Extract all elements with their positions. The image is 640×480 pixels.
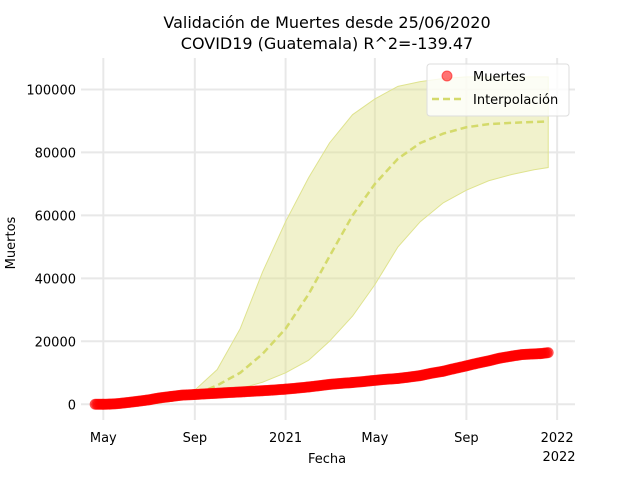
legend-box — [426, 63, 570, 117]
x-axis-offset-label: 2022 — [542, 450, 575, 465]
death-point — [542, 347, 554, 359]
interpolation-confidence-band — [144, 76, 549, 405]
legend-label-interpolation: Interpolación — [473, 93, 558, 108]
legend-label-deaths: Muertes — [473, 70, 526, 85]
deaths-series — [89, 347, 554, 410]
x-tick-label: Sep — [454, 431, 479, 446]
x-tick-label: 2022 — [541, 431, 574, 446]
y-axis-ticks: 0 20000 40000 60000 80000 100000 — [26, 83, 76, 413]
x-axis-label: Fecha — [308, 452, 346, 467]
interpolation-band — [144, 76, 549, 405]
y-axis-label: Muertos — [4, 216, 19, 269]
x-tick-label: 2021 — [269, 431, 302, 446]
x-tick-label: May — [90, 431, 117, 446]
y-tick-label: 60000 — [35, 209, 76, 224]
y-tick-label: 80000 — [35, 146, 76, 161]
grid-lines — [81, 58, 575, 420]
chart-title-line2: COVID19 (Guatemala) R^2=-139.47 — [181, 34, 473, 53]
legend: Muertes Interpolación — [426, 63, 570, 117]
x-tick-label: May — [361, 431, 388, 446]
y-tick-label: 100000 — [26, 83, 76, 98]
legend-marker-deaths — [441, 70, 453, 82]
chart-title-line1: Validación de Muertes desde 25/06/2020 — [163, 13, 490, 32]
x-axis-ticks: May Sep 2021 May Sep 2022 — [90, 431, 574, 446]
y-tick-label: 20000 — [35, 335, 76, 350]
y-tick-label: 0 — [68, 398, 76, 413]
y-tick-label: 40000 — [35, 272, 76, 287]
x-tick-label: Sep — [183, 431, 208, 446]
